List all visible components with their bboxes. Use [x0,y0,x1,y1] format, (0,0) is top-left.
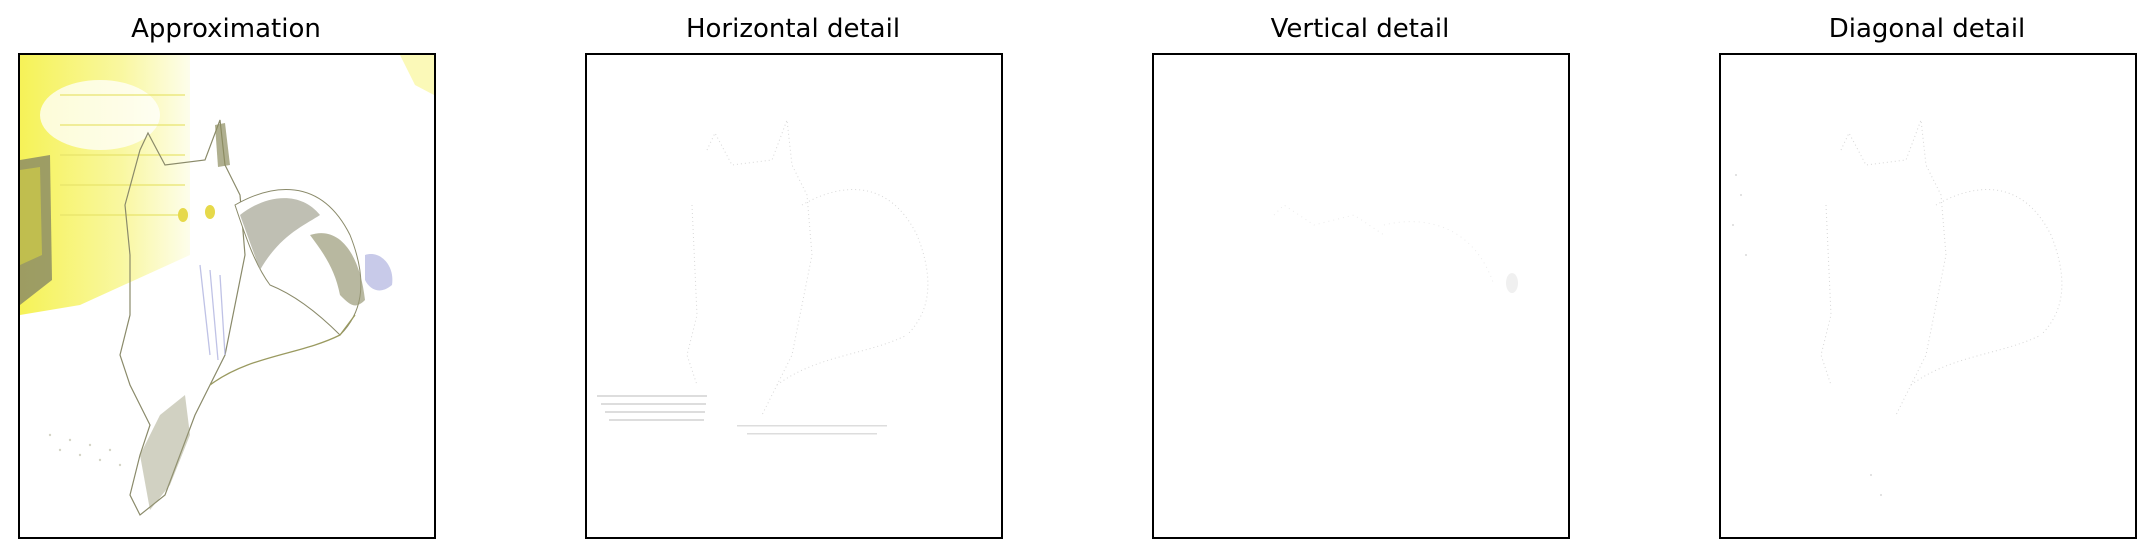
panel-title: Diagonal detail [1828,14,2026,44]
panel-vertical-detail: Vertical detail [1152,0,1570,556]
panel-diagonal-detail: Diagonal detail [1719,0,2137,556]
horizontal-detail-image [585,53,1003,539]
panel-title: Horizontal detail [685,14,901,44]
vertical-detail-image [1152,53,1570,539]
panel-approximation: Approximation [18,0,436,556]
approximation-image [18,53,436,539]
panel-title: Approximation [131,14,321,44]
panel-title: Vertical detail [1270,14,1450,44]
diagonal-detail-image [1719,53,2137,539]
panel-horizontal-detail: Horizontal detail [585,0,1003,556]
